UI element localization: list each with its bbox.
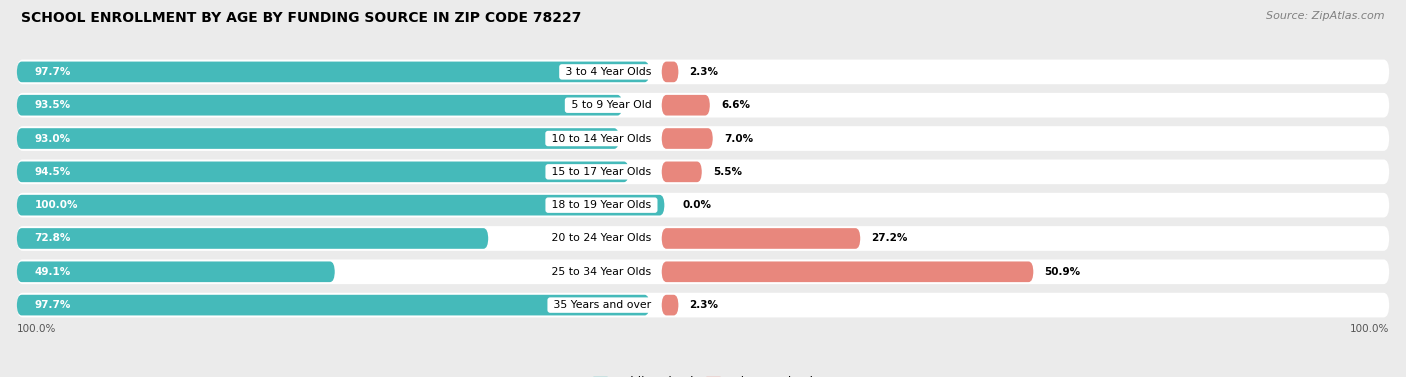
Text: 35 Years and over: 35 Years and over xyxy=(550,300,655,310)
Text: 6.6%: 6.6% xyxy=(721,100,749,110)
FancyBboxPatch shape xyxy=(662,161,702,182)
FancyBboxPatch shape xyxy=(662,262,1033,282)
FancyBboxPatch shape xyxy=(662,128,713,149)
FancyBboxPatch shape xyxy=(662,228,860,249)
Text: 100.0%: 100.0% xyxy=(1350,324,1389,334)
Text: 15 to 17 Year Olds: 15 to 17 Year Olds xyxy=(548,167,655,177)
FancyBboxPatch shape xyxy=(17,126,1389,151)
Text: 94.5%: 94.5% xyxy=(35,167,70,177)
FancyBboxPatch shape xyxy=(17,95,623,115)
Text: 2.3%: 2.3% xyxy=(689,67,718,77)
Text: 25 to 34 Year Olds: 25 to 34 Year Olds xyxy=(548,267,655,277)
FancyBboxPatch shape xyxy=(17,262,335,282)
Text: 100.0%: 100.0% xyxy=(17,324,56,334)
Text: 18 to 19 Year Olds: 18 to 19 Year Olds xyxy=(548,200,655,210)
FancyBboxPatch shape xyxy=(17,195,665,216)
FancyBboxPatch shape xyxy=(662,61,679,82)
FancyBboxPatch shape xyxy=(17,60,1389,84)
Text: 5.5%: 5.5% xyxy=(713,167,742,177)
Legend: Public School, Private School: Public School, Private School xyxy=(593,376,813,377)
Text: 10 to 14 Year Olds: 10 to 14 Year Olds xyxy=(548,133,655,144)
Text: 0.0%: 0.0% xyxy=(682,200,711,210)
Text: 72.8%: 72.8% xyxy=(35,233,72,244)
FancyBboxPatch shape xyxy=(662,295,679,316)
Text: 97.7%: 97.7% xyxy=(35,67,72,77)
FancyBboxPatch shape xyxy=(662,95,710,115)
Text: 7.0%: 7.0% xyxy=(724,133,754,144)
FancyBboxPatch shape xyxy=(17,159,1389,184)
Text: 49.1%: 49.1% xyxy=(35,267,70,277)
FancyBboxPatch shape xyxy=(17,228,488,249)
Text: 97.7%: 97.7% xyxy=(35,300,72,310)
FancyBboxPatch shape xyxy=(17,61,650,82)
Text: 20 to 24 Year Olds: 20 to 24 Year Olds xyxy=(548,233,655,244)
FancyBboxPatch shape xyxy=(17,295,650,316)
Text: 2.3%: 2.3% xyxy=(689,300,718,310)
FancyBboxPatch shape xyxy=(17,226,1389,251)
FancyBboxPatch shape xyxy=(17,259,1389,284)
FancyBboxPatch shape xyxy=(17,161,628,182)
Text: 3 to 4 Year Olds: 3 to 4 Year Olds xyxy=(562,67,655,77)
FancyBboxPatch shape xyxy=(17,93,1389,118)
FancyBboxPatch shape xyxy=(17,128,619,149)
Text: 93.5%: 93.5% xyxy=(35,100,70,110)
Text: 100.0%: 100.0% xyxy=(35,200,79,210)
Text: 5 to 9 Year Old: 5 to 9 Year Old xyxy=(568,100,655,110)
Text: Source: ZipAtlas.com: Source: ZipAtlas.com xyxy=(1267,11,1385,21)
FancyBboxPatch shape xyxy=(17,293,1389,317)
Text: 50.9%: 50.9% xyxy=(1045,267,1081,277)
Text: 27.2%: 27.2% xyxy=(872,233,908,244)
Text: 93.0%: 93.0% xyxy=(35,133,70,144)
Text: SCHOOL ENROLLMENT BY AGE BY FUNDING SOURCE IN ZIP CODE 78227: SCHOOL ENROLLMENT BY AGE BY FUNDING SOUR… xyxy=(21,11,582,25)
FancyBboxPatch shape xyxy=(17,193,1389,218)
